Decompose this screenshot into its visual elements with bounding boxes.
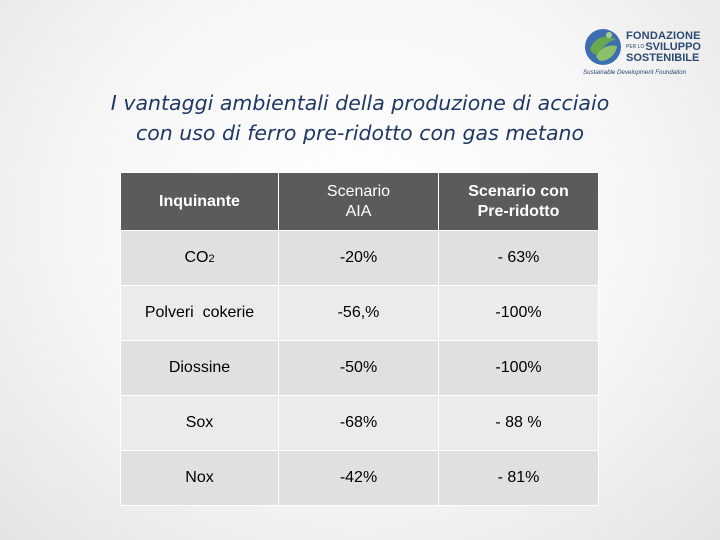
pollutant-co2: CO [184,249,209,266]
cell-preridotto: - 88 % [438,395,599,451]
foundation-logo: FONDAZIONE PER LOSVILUPPO SOSTENIBILE Su… [582,22,714,80]
header-scenario-aia-line2: AIA [345,202,372,220]
table-row: Nox -42% - 81% [120,450,599,506]
cell-preridotto: - 63% [438,230,599,286]
table-row: Polveri cokerie -56,% -100% [120,285,599,341]
cell-aia: -68% [278,395,439,451]
cell-pollutant: Diossine [120,340,279,396]
header-scenario-aia: Scenario AIA [278,172,439,231]
header-inquinante: Inquinante [120,172,279,231]
logo-text-small: PER LO [626,44,645,51]
table-header-row: Inquinante Scenario AIA Scenario con Pre… [120,172,599,231]
logo-text-line3: SOSTENIBILE [626,52,700,64]
cell-aia: -20% [278,230,439,286]
header-scenario-aia-line1: Scenario [326,182,391,200]
pollutant-co2-subscript: 2 [208,253,215,265]
logo-text-sviluppo: SVILUPPO [645,41,701,53]
table-row: CO2 -20% - 63% [120,230,599,286]
title-line1: I vantaggi ambientali della produzione d… [110,91,610,115]
table-row: Diossine -50% -100% [120,340,599,396]
cell-aia: -50% [278,340,439,396]
title-line2: con uso di ferro pre-ridotto con gas met… [135,121,585,145]
cell-pollutant: CO2 [120,230,279,286]
header-scenario-preridotto-line2: Pre-ridotto [477,202,560,220]
emissions-table: Inquinante Scenario AIA Scenario con Pre… [120,172,599,506]
cell-pollutant: Polveri cokerie [120,285,279,341]
cell-aia: -56,% [278,285,439,341]
table-row: Sox -68% - 88 % [120,395,599,451]
globe-leaf-logo-icon [585,29,621,65]
slide-title: I vantaggi ambientali della produzione d… [0,88,720,148]
cell-pollutant: Nox [120,450,279,506]
logo-tagline: Sustainable Development Foundation [583,69,687,76]
header-scenario-preridotto: Scenario con Pre-ridotto [438,172,599,231]
cell-pollutant: Sox [120,395,279,451]
header-scenario-preridotto-line1: Scenario con [468,182,569,200]
logo-text-line1: FONDAZIONE [626,30,701,42]
cell-preridotto: -100% [438,340,599,396]
cell-preridotto: -100% [438,285,599,341]
logo-text-line2: PER LOSVILUPPO [626,41,701,53]
cell-aia: -42% [278,450,439,506]
cell-preridotto: - 81% [438,450,599,506]
